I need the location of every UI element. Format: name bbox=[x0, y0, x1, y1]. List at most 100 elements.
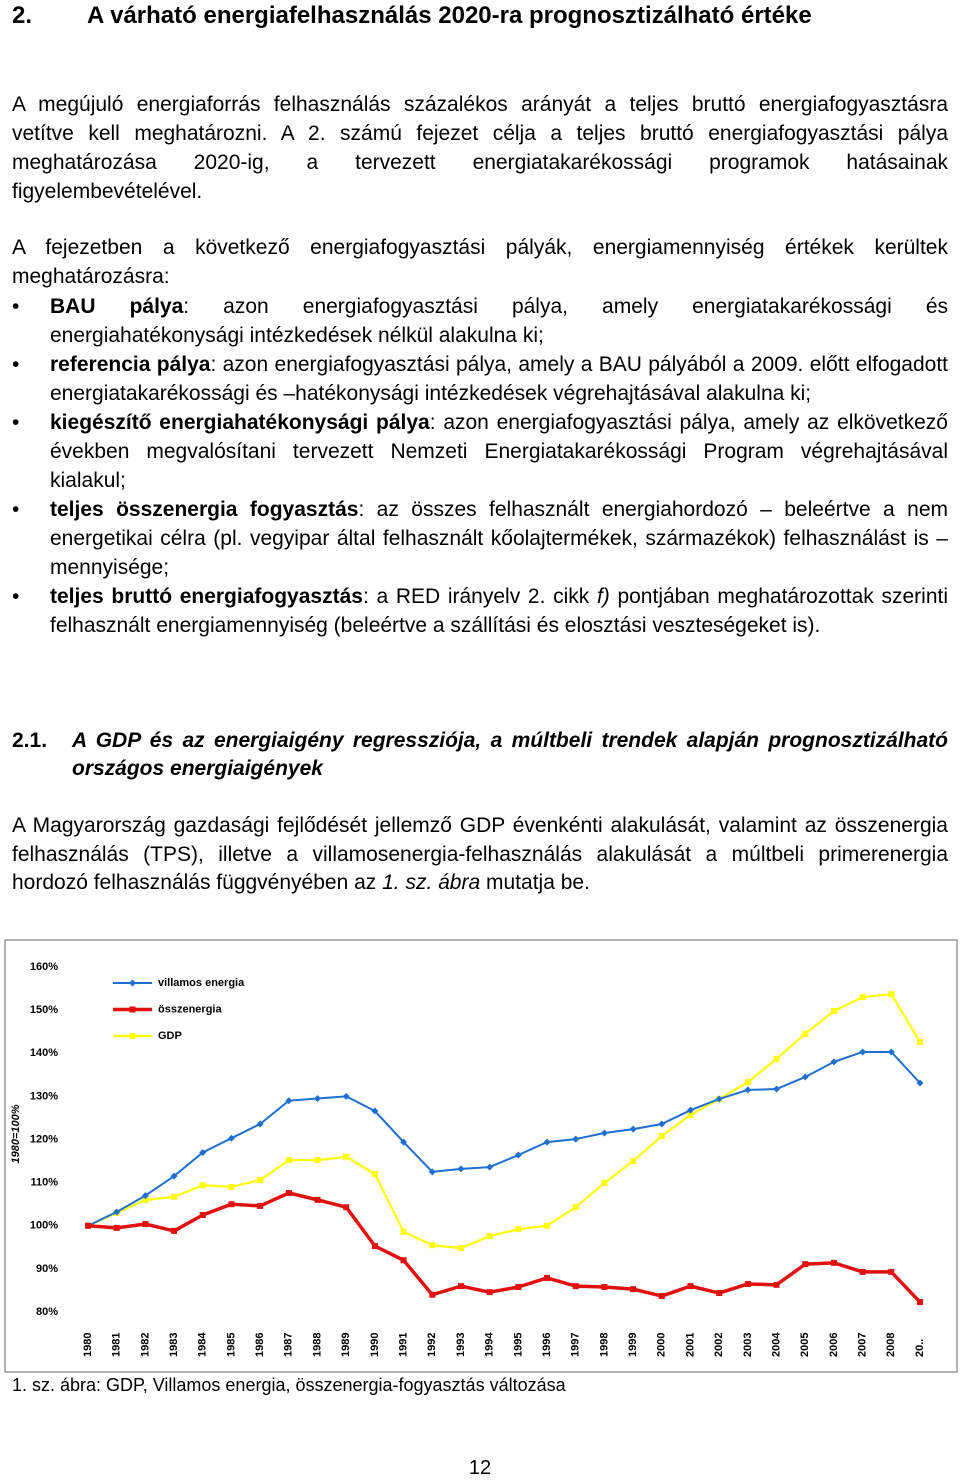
marker bbox=[457, 1283, 464, 1290]
marker bbox=[773, 1281, 780, 1288]
bullet-item: • BAU pálya: azon energiafogyasztási pály… bbox=[12, 292, 949, 350]
bullet: • bbox=[12, 295, 20, 318]
marker bbox=[601, 1283, 608, 1290]
bullet: • bbox=[12, 411, 20, 434]
x-tick-label: 1989 bbox=[340, 1333, 352, 1357]
x-tick-label: 20.. bbox=[914, 1339, 926, 1357]
text: : azon energiafogyasztási pálya, amely a… bbox=[50, 353, 949, 405]
x-tick-label: 2003 bbox=[742, 1333, 754, 1357]
x-tick-label: 2001 bbox=[684, 1333, 696, 1357]
marker bbox=[257, 1177, 264, 1184]
bullet-item: • teljes összenergia fogyasztás: az össze… bbox=[12, 495, 948, 582]
marker bbox=[744, 1079, 751, 1086]
marker bbox=[314, 1196, 321, 1203]
term: teljes bruttó energiafogyasztás bbox=[50, 585, 363, 608]
marker bbox=[859, 994, 866, 1001]
x-tick-label: 1984 bbox=[197, 1332, 209, 1357]
marker bbox=[486, 1163, 494, 1171]
marker bbox=[830, 1007, 837, 1014]
marker bbox=[342, 1092, 350, 1100]
marker bbox=[687, 1111, 694, 1118]
marker bbox=[801, 1073, 809, 1081]
marker bbox=[129, 1006, 136, 1013]
marker bbox=[543, 1138, 551, 1146]
y-tick-label: 150% bbox=[30, 1004, 58, 1016]
marker bbox=[830, 1259, 837, 1266]
marker bbox=[129, 1033, 136, 1039]
x-tick-label: 2002 bbox=[713, 1333, 725, 1357]
marker bbox=[113, 1208, 121, 1216]
text: : a RED irányelv 2. cikk bbox=[362, 585, 597, 608]
marker bbox=[199, 1182, 206, 1189]
paragraph: A fejezetben a következő energiafogyaszt… bbox=[12, 236, 948, 288]
x-tick-label: 1983 bbox=[168, 1333, 180, 1357]
term: kiegészítő energiahatékonysági pálya bbox=[50, 411, 430, 434]
marker bbox=[658, 1133, 665, 1140]
y-tick-label: 90% bbox=[36, 1263, 58, 1275]
marker bbox=[171, 1193, 178, 1200]
marker bbox=[371, 1171, 378, 1177]
marker bbox=[227, 1134, 235, 1142]
marker bbox=[113, 1224, 120, 1231]
x-tick-label: 1996 bbox=[541, 1333, 553, 1357]
x-tick-label: 1987 bbox=[283, 1333, 295, 1357]
marker bbox=[773, 1055, 780, 1062]
heading-number: 2. bbox=[12, 2, 33, 29]
x-tick-label: 2004 bbox=[770, 1332, 782, 1357]
y-tick-label: 160% bbox=[30, 961, 58, 973]
marker bbox=[400, 1257, 407, 1264]
marker bbox=[142, 1196, 149, 1203]
x-tick-label: 1988 bbox=[311, 1333, 323, 1357]
marker bbox=[486, 1233, 493, 1240]
marker bbox=[514, 1151, 522, 1159]
marker bbox=[544, 1274, 551, 1281]
x-tick-label: 1993 bbox=[455, 1333, 467, 1357]
legend-label: GDP bbox=[158, 1030, 182, 1042]
marker bbox=[658, 1120, 666, 1128]
marker bbox=[716, 1290, 723, 1297]
marker bbox=[257, 1202, 264, 1209]
heading: 2. A várható energiafelhasználás 2020-ra … bbox=[12, 0, 948, 31]
marker bbox=[85, 1222, 91, 1229]
legend-label: összenergia bbox=[158, 1003, 222, 1015]
x-tick-label: 1985 bbox=[225, 1333, 237, 1357]
marker bbox=[429, 1291, 436, 1298]
text: mutatja be. bbox=[480, 871, 590, 894]
paragraph: A megújuló energiaforrás felhasználás sz… bbox=[12, 93, 948, 203]
marker bbox=[515, 1283, 522, 1290]
marker bbox=[400, 1138, 408, 1146]
text: : az összes felhasznált energiahordozó –… bbox=[50, 498, 948, 579]
caption: 1. sz. ábra: GDP, Villamos energia, össz… bbox=[12, 1375, 566, 1395]
heading-title: A várható energiafelhasználás 2020-ra pr… bbox=[87, 2, 812, 29]
x-tick-label: 1994 bbox=[484, 1332, 496, 1357]
marker bbox=[457, 1165, 465, 1173]
marker bbox=[916, 1079, 924, 1087]
page-number: 12 bbox=[468, 1457, 492, 1479]
y-tick-label: 100% bbox=[30, 1220, 58, 1232]
marker bbox=[630, 1158, 637, 1165]
marker bbox=[343, 1153, 350, 1160]
x-tick-label: 2005 bbox=[799, 1333, 811, 1357]
marker bbox=[888, 1268, 895, 1275]
marker bbox=[715, 1095, 723, 1103]
marker bbox=[141, 1192, 149, 1200]
marker bbox=[343, 1204, 350, 1211]
chart-frame bbox=[4, 939, 958, 1373]
marker bbox=[129, 979, 136, 987]
x-tick-label: 1998 bbox=[598, 1333, 610, 1357]
x-tick-label: 1990 bbox=[369, 1333, 381, 1357]
text: A Magyarország gazdasági fejlődését jell… bbox=[12, 814, 948, 894]
text: : azon energiafogyasztási pálya, amely e… bbox=[50, 295, 949, 347]
x-tick-label: 1982 bbox=[139, 1333, 151, 1357]
marker bbox=[199, 1148, 207, 1156]
bullet-item: • referencia pálya: azon energiafogyasztá… bbox=[12, 350, 949, 408]
x-tick-label: 1986 bbox=[254, 1333, 266, 1357]
marker bbox=[744, 1280, 751, 1287]
text: pontjában meghatározottak szerinti felha… bbox=[50, 585, 949, 637]
marker bbox=[544, 1222, 551, 1229]
series-line bbox=[87, 1050, 921, 1227]
marker bbox=[686, 1106, 694, 1114]
marker bbox=[457, 1245, 464, 1252]
